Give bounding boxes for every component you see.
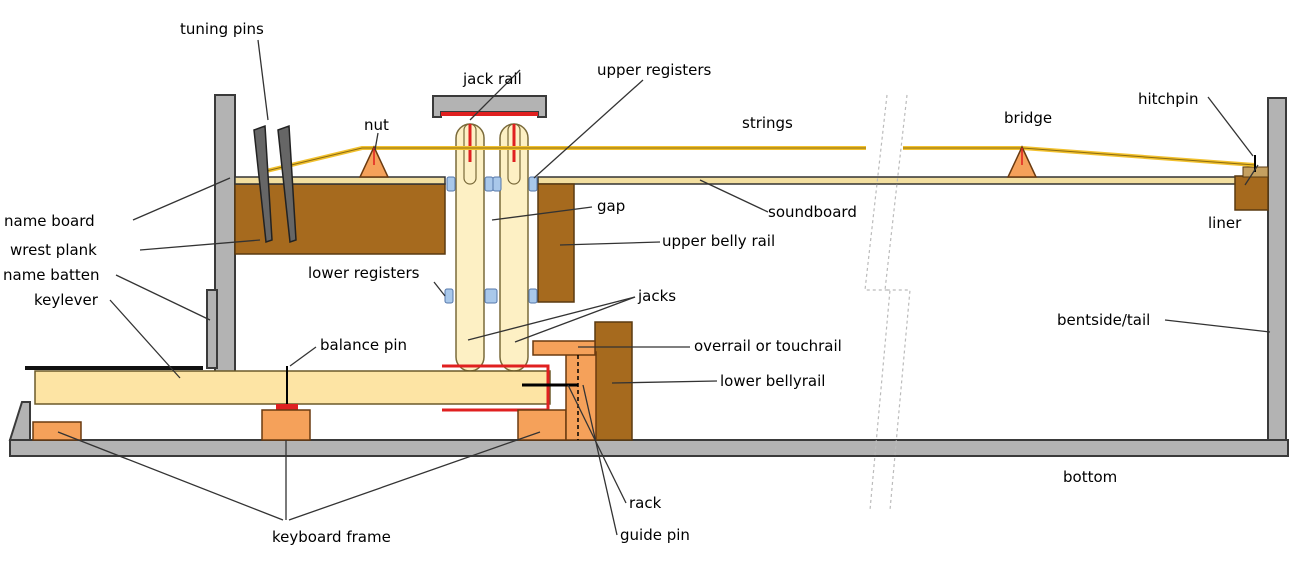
label-lower-bellyrail: lower bellyrail (720, 372, 825, 390)
label-keylever: keylever (34, 291, 99, 309)
bentside-shape (1267, 97, 1287, 441)
label-bottom: bottom (1063, 468, 1117, 486)
keyboard-frame-block-1 (32, 421, 82, 441)
label-upper-registers: upper registers (597, 61, 712, 79)
label-wrest-plank: wrest plank (10, 241, 97, 259)
label-guide-pin: guide pin (620, 526, 690, 544)
strings-shape-right (903, 146, 1256, 167)
lower-register-2 (484, 288, 498, 304)
key-end-felt (442, 364, 550, 412)
bottom-board (9, 439, 1289, 457)
label-soundboard: soundboard (768, 203, 857, 221)
label-tuning-pins: tuning pins (180, 20, 264, 38)
label-upper-belly-rail: upper belly rail (662, 232, 775, 250)
upper-register-2 (484, 176, 494, 192)
label-name-batten: name batten (3, 266, 100, 284)
break-mark-left (864, 94, 891, 511)
label-name-board: name board (4, 212, 95, 230)
label-gap: gap (597, 197, 625, 215)
lower-register-1 (444, 288, 454, 304)
tuning-pin-right (277, 124, 297, 244)
label-balance-pin: balance pin (320, 336, 407, 354)
keyboard-frame-block-3 (517, 409, 567, 441)
label-jacks: jacks (637, 287, 676, 305)
label-hitchpin: hitchpin (1138, 90, 1199, 108)
upper-register-3 (492, 176, 502, 192)
leader-lines (57, 39, 1271, 536)
bottom-left-edge (8, 401, 31, 441)
soundboard-left-shape (234, 176, 446, 185)
label-rack: rack (629, 494, 662, 512)
upper-belly-rail-shape (537, 183, 575, 303)
name-batten-shape (206, 289, 218, 369)
label-lower-registers: lower registers (308, 264, 420, 282)
label-bentside-tail: bentside/tail (1057, 311, 1150, 329)
soundboard-shape (537, 176, 1269, 185)
keyboard-frame-block-2 (261, 409, 311, 441)
tuning-pin-left (253, 124, 273, 244)
label-bridge: bridge (1004, 109, 1052, 127)
break-mark-right (884, 94, 911, 511)
upper-register-1 (446, 176, 456, 192)
keylever-shape (34, 370, 551, 405)
lower-register-3 (528, 288, 538, 304)
label-jack-rail: jack rail (462, 70, 522, 88)
upper-register-4 (528, 176, 538, 192)
rack-shape (565, 351, 597, 441)
label-liner: liner (1208, 214, 1242, 232)
label-nut: nut (364, 116, 389, 134)
overrail-shape (532, 340, 596, 356)
balance-pin-felt (276, 404, 298, 410)
label-overrail-or-touchrail: overrail or touchrail (694, 337, 842, 355)
jack-rail-felt (441, 112, 538, 116)
label-keyboard-frame: keyboard frame (272, 528, 391, 546)
label-strings: strings (742, 114, 793, 132)
strings-shape (261, 147, 866, 173)
lower-bellyrail-shape (594, 321, 633, 441)
liner-shape (1234, 175, 1269, 211)
